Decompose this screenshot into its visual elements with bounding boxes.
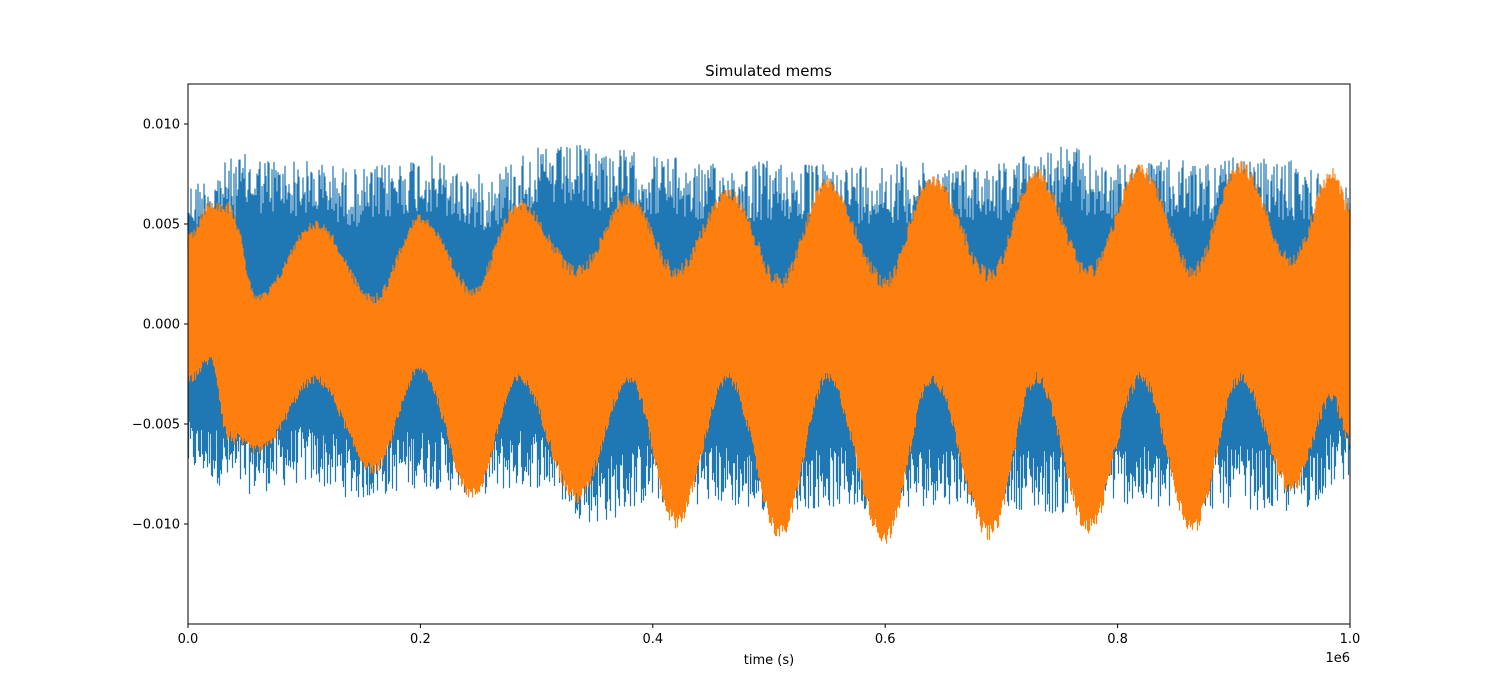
series-2-line (187, 160, 1351, 544)
x-tick-label: 0.2 (410, 632, 431, 647)
y-tick-label: −0.005 (132, 418, 180, 433)
x-tick-label: 0.8 (1107, 632, 1128, 647)
plot-frame (187, 83, 1351, 625)
x-axis: 0.0 0.2 0.4 0.6 0.8 1.0 (178, 624, 1361, 647)
x-tick-label: 0.4 (642, 632, 663, 647)
x-axis-offset-label: 1e6 (1325, 651, 1350, 666)
x-tick-label: 0.6 (875, 632, 896, 647)
y-tick-label: 0.005 (143, 218, 180, 233)
x-axis-label: time (s) (744, 653, 794, 668)
series-layer (187, 144, 1351, 544)
y-axis: −0.010 −0.005 0.000 0.005 0.010 (132, 118, 188, 533)
y-tick-label: 0.010 (143, 118, 180, 133)
x-tick-label: 1.0 (1340, 632, 1361, 647)
y-tick-label: −0.010 (132, 518, 180, 533)
x-tick-label: 0.0 (178, 632, 199, 647)
y-tick-label: 0.000 (143, 318, 180, 333)
plot-area (187, 83, 1351, 625)
chart-title: Simulated mems (705, 62, 832, 80)
